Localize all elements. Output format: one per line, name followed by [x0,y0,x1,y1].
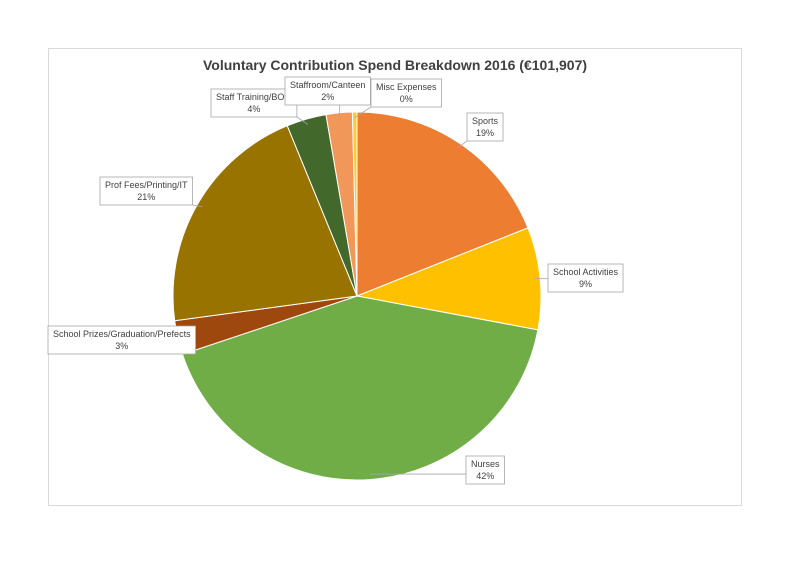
svg-text:42%: 42% [476,471,494,481]
svg-text:2%: 2% [321,92,334,102]
svg-text:Misc Expenses: Misc Expenses [376,82,437,92]
data-labels: Sports 19% School Activities 9% Nurses 42% Sch… [47,76,624,485]
data-label-prof-fees-printing-it: Prof Fees/Printing/IT 21% [99,176,193,206]
data-label-sports: Sports 19% [466,112,504,142]
data-label-school-prizes-graduation-prefects: School Prizes/Graduation/Prefects 3% [47,325,196,355]
svg-text:Staff Training/BOM: Staff Training/BOM [216,92,292,102]
leader-line [456,140,468,149]
pie-slice-prof-fees-printing-it [172,125,358,322]
svg-text:School Activities: School Activities [553,267,619,277]
data-label-school-activities: School Activities 9% [547,263,624,293]
chart-title: Voluntary Contribution Spend Breakdown 2… [202,57,588,73]
svg-text:Sports: Sports [472,116,499,126]
leader-lines [192,105,548,475]
data-label-nurses: Nurses 42% [465,455,505,485]
svg-text:Nurses: Nurses [471,459,500,469]
svg-text:Prof Fees/Printing/IT: Prof Fees/Printing/IT [105,180,188,190]
svg-text:Staffroom/Canteen: Staffroom/Canteen [290,80,365,90]
svg-text:3%: 3% [115,341,128,351]
data-label-staffroom-canteen: Staffroom/Canteen 2% [284,76,371,106]
svg-text:4%: 4% [247,104,260,114]
pie-slice-sports [356,111,529,297]
pie-slice-misc-expenses [351,111,358,297]
pie-slice-nurses [181,295,539,481]
pie-slices [172,111,542,481]
leader-line [296,116,309,125]
svg-text:0%: 0% [400,94,413,104]
svg-text:19%: 19% [476,128,494,138]
svg-text:21%: 21% [137,192,155,202]
leader-line [354,106,372,118]
data-label-staff-training-bom: Staff Training/BOM 4% [210,88,298,118]
svg-text:School Prizes/Graduation/Prefe: School Prizes/Graduation/Prefects [53,329,191,339]
leader-line [192,204,203,208]
svg-text:9%: 9% [579,279,592,289]
data-label-misc-expenses: Misc Expenses 0% [370,78,442,108]
